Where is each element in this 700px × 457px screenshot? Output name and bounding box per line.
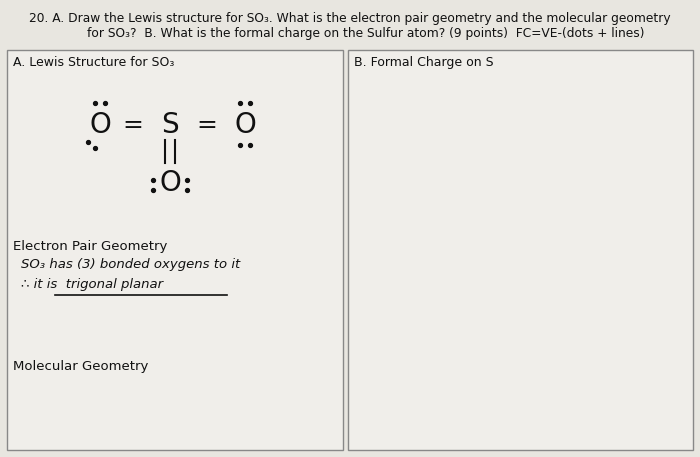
Text: Molecular Geometry: Molecular Geometry [13,360,148,373]
Text: O: O [234,111,256,139]
Text: O: O [89,111,111,139]
Text: SO₃ has (3) bonded oxygens to it: SO₃ has (3) bonded oxygens to it [21,258,240,271]
Text: ∴ it is  trigonal planar: ∴ it is trigonal planar [21,278,163,291]
Bar [7,50,343,450]
Text: B. Formal Charge on S: B. Formal Charge on S [354,56,493,69]
Text: =: = [122,113,144,137]
Text: =: = [197,113,218,137]
Text: A. Lewis Structure for SO₃: A. Lewis Structure for SO₃ [13,56,174,69]
Bar [348,50,693,450]
Text: for SO₃?  B. What is the formal charge on the Sulfur atom? (9 points)  FC=VE-(do: for SO₃? B. What is the formal charge on… [56,27,644,40]
Text: S: S [161,111,178,139]
Text: Electron Pair Geometry: Electron Pair Geometry [13,240,167,253]
Text: O: O [159,169,181,197]
Text: 20. A. Draw the Lewis structure for SO₃. What is the electron pair geometry and : 20. A. Draw the Lewis structure for SO₃.… [29,12,671,25]
